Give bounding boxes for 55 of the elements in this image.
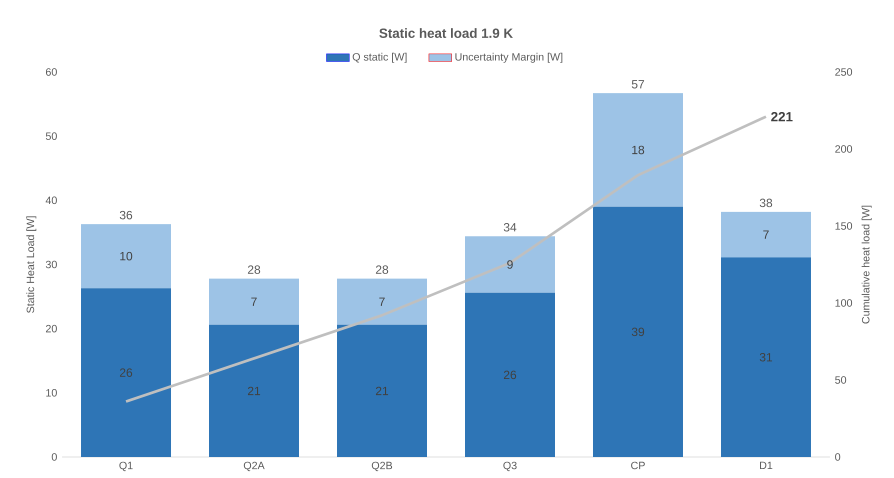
y2-tick-label: 50	[835, 376, 846, 384]
data-label: 26	[504, 370, 516, 380]
y-tick-label: 60	[46, 68, 57, 76]
data-label: 21	[248, 386, 260, 396]
y-tick-label: 40	[46, 196, 57, 204]
x-tick-label: CP	[631, 462, 645, 470]
x-tick-label: Q2B	[372, 462, 392, 472]
data-label: 9	[507, 260, 513, 269]
total-label: 34	[504, 223, 516, 232]
bar	[209, 278, 300, 325]
y2-tick-label: 150	[836, 222, 852, 230]
y-tick-label: 30	[46, 260, 57, 268]
y-tick-label: 50	[46, 132, 57, 140]
y2-tick-label: 250	[835, 68, 852, 76]
data-label: 7	[379, 298, 385, 306]
y-axis-title: Static Heat Load [W]	[26, 216, 36, 313]
data-label: 39	[632, 328, 644, 336]
data-label: 221	[771, 112, 793, 122]
bar	[465, 292, 555, 457]
total-label: 38	[760, 198, 772, 208]
legend-label: Q static [W]	[352, 52, 407, 63]
y2-tick-label: 0	[835, 453, 840, 461]
bar	[592, 206, 683, 457]
y-tick-label: 10	[46, 389, 57, 397]
data-label: 18	[632, 146, 644, 154]
chart-title: Static heat load 1.9 K	[379, 28, 513, 38]
y-tick-label: 20	[46, 324, 57, 332]
data-label: 31	[760, 352, 772, 362]
x-tick-label: Q1	[119, 462, 133, 472]
bar	[81, 288, 172, 457]
x-tick-label: D1	[760, 462, 772, 470]
total-label: 28	[248, 265, 260, 274]
bar	[81, 224, 172, 288]
y2-tick-label: 100	[836, 299, 852, 307]
y2-axis-title: Cumulative heat load [W]	[862, 206, 872, 324]
total-label: 28	[376, 265, 388, 274]
total-label: 57	[632, 80, 644, 88]
bar	[592, 93, 683, 207]
x-tick-label: Q2A	[244, 462, 265, 472]
bar	[337, 278, 427, 325]
x-tick-label: Q3	[503, 462, 517, 472]
y2-tick-label: 200	[835, 145, 852, 153]
bar	[337, 324, 427, 457]
legend-label: Uncertainty Margin [W]	[455, 52, 562, 63]
total-label: 36	[120, 210, 132, 220]
data-label: 7	[763, 230, 769, 239]
y-tick-label: 0	[52, 453, 57, 461]
bar	[465, 236, 555, 293]
data-label: 10	[120, 252, 132, 260]
bar	[720, 257, 811, 457]
data-label: 7	[251, 298, 257, 306]
bar	[720, 212, 811, 258]
data-label: 26	[120, 368, 132, 377]
bar	[209, 324, 300, 457]
data-label: 21	[376, 386, 388, 396]
